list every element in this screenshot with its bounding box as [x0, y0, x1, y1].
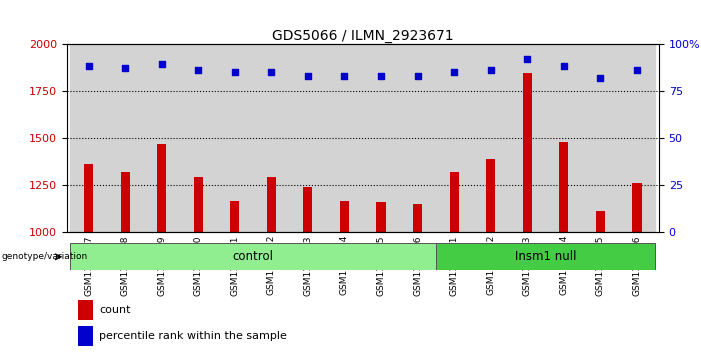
Bar	[523, 73, 532, 363]
Bar	[582, 44, 619, 232]
Bar	[253, 44, 290, 232]
Bar	[413, 204, 422, 363]
Bar	[559, 142, 569, 363]
Bar	[144, 44, 180, 232]
Text: percentile rank within the sample: percentile rank within the sample	[99, 331, 287, 341]
Bar	[436, 44, 472, 232]
Bar	[472, 44, 509, 232]
Bar	[632, 183, 641, 363]
Bar	[400, 44, 436, 232]
Bar	[193, 177, 203, 363]
Bar	[596, 211, 605, 363]
Bar	[217, 44, 253, 232]
Bar	[619, 44, 655, 232]
Title: GDS5066 / ILMN_2923671: GDS5066 / ILMN_2923671	[272, 29, 454, 42]
Bar	[230, 201, 239, 363]
Bar	[70, 44, 107, 232]
Bar	[486, 159, 496, 363]
Point	[522, 56, 533, 62]
Point	[302, 73, 313, 78]
Text: control: control	[233, 250, 273, 263]
Bar	[121, 172, 130, 363]
Point	[449, 69, 460, 75]
Bar	[180, 44, 217, 232]
Bar	[326, 44, 363, 232]
Bar	[509, 44, 545, 232]
Bar	[436, 243, 655, 270]
Bar	[363, 44, 400, 232]
Text: count: count	[99, 305, 130, 315]
Point	[595, 75, 606, 81]
Point	[266, 69, 277, 75]
Bar	[70, 243, 436, 270]
Bar	[376, 202, 386, 363]
Text: Insm1 null: Insm1 null	[515, 250, 576, 263]
Text: genotype/variation: genotype/variation	[1, 252, 88, 261]
Bar	[449, 172, 458, 363]
Point	[193, 67, 204, 73]
Point	[376, 73, 387, 78]
Point	[339, 73, 350, 78]
Bar	[157, 144, 166, 363]
Point	[632, 67, 643, 73]
Point	[156, 61, 168, 67]
Bar	[79, 300, 93, 320]
Bar	[290, 44, 326, 232]
Bar	[107, 44, 144, 232]
Point	[229, 69, 240, 75]
Point	[558, 63, 569, 69]
Point	[83, 63, 94, 69]
Bar	[545, 44, 582, 232]
Bar	[84, 164, 93, 363]
Point	[485, 67, 496, 73]
Point	[119, 65, 130, 71]
Point	[412, 73, 423, 78]
Bar	[79, 326, 93, 346]
Bar	[340, 201, 349, 363]
Bar	[304, 187, 313, 363]
Bar	[267, 177, 276, 363]
